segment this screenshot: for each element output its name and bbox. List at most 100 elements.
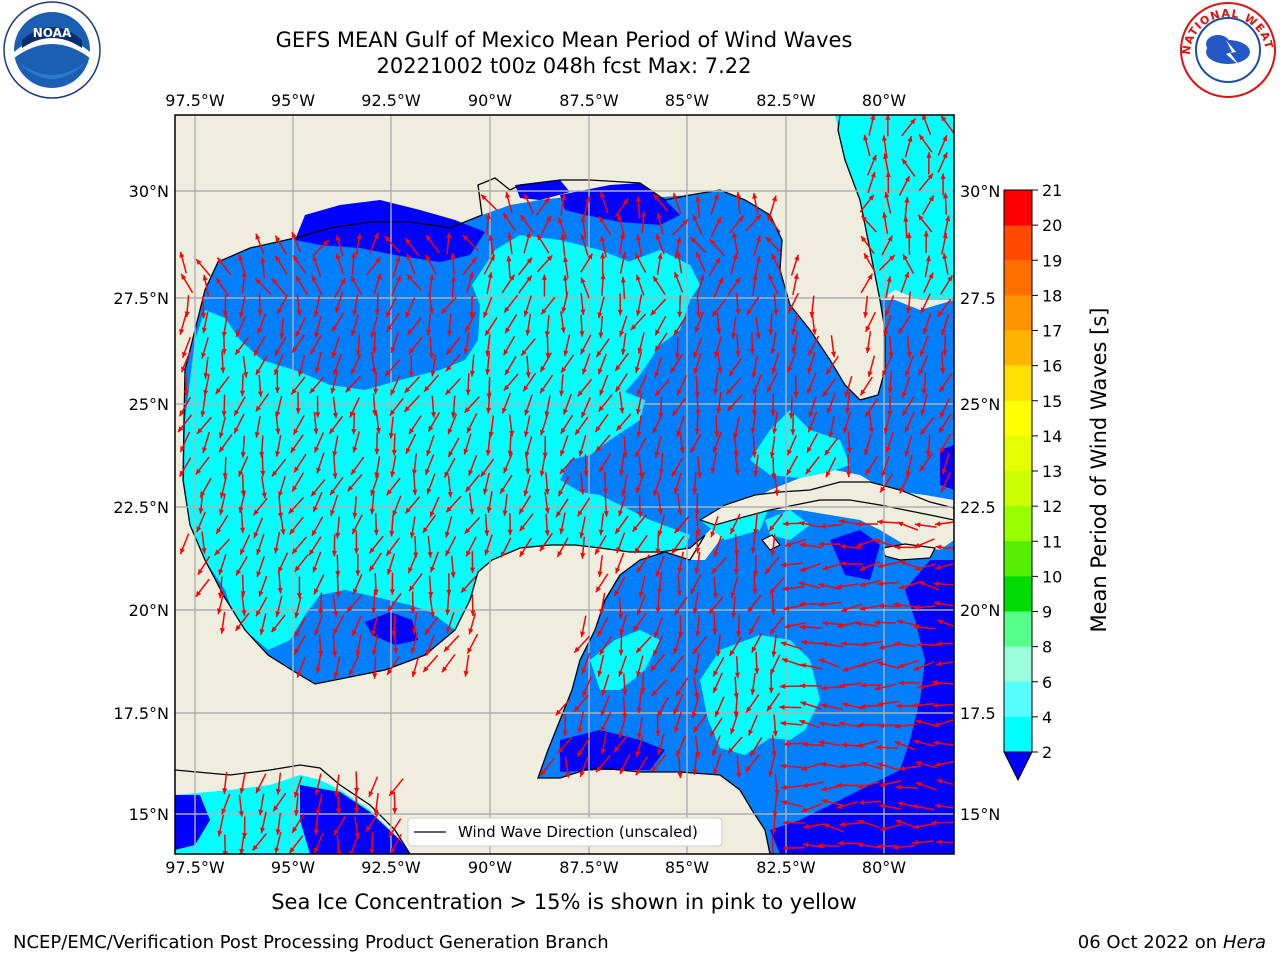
- wave-direction-arrow: [863, 134, 871, 157]
- wave-direction-arrow: [843, 411, 852, 434]
- lon-tick-top: 95°W: [271, 91, 315, 110]
- wave-direction-arrow: [894, 741, 916, 751]
- wave-direction-arrow: [598, 453, 612, 473]
- wave-direction-arrow: [618, 232, 625, 255]
- wave-direction-arrow: [937, 134, 948, 156]
- wave-direction-arrow: [346, 594, 362, 613]
- wave-direction-arrow: [598, 513, 605, 536]
- wave-direction-arrow: [934, 563, 954, 570]
- wave-direction-arrow: [695, 251, 706, 273]
- wave-direction-arrow: [710, 516, 719, 538]
- wave-direction-arrow: [859, 604, 882, 612]
- map-frame: [174, 114, 955, 855]
- wave-direction-arrow: [933, 581, 954, 587]
- wave-direction-arrow: [696, 456, 703, 479]
- wave-direction-arrow: [692, 472, 698, 495]
- wave-direction-arrow: [369, 492, 375, 515]
- wave-direction-arrow: [773, 293, 779, 316]
- wave-direction-arrow: [917, 214, 933, 233]
- wave-direction-arrow: [574, 416, 589, 436]
- wave-direction-arrow: [942, 192, 949, 215]
- wave-direction-arrow: [734, 452, 740, 476]
- wave-direction-arrow: [790, 412, 796, 435]
- wave-direction-arrow: [936, 778, 954, 786]
- wave-direction-arrow: [771, 634, 777, 657]
- wave-direction-arrow: [749, 737, 763, 757]
- wave-direction-arrow: [525, 313, 532, 336]
- wave-direction-arrow: [314, 614, 324, 636]
- wave-direction-arrow: [540, 414, 549, 436]
- wave-direction-arrow: [799, 624, 822, 630]
- wave-direction-arrow: [375, 411, 381, 434]
- wave-direction-arrow: [652, 635, 664, 657]
- wave-direction-arrow: [180, 351, 191, 373]
- wave-direction-arrow: [312, 255, 322, 277]
- wave-direction-arrow: [465, 373, 471, 396]
- wave-direction-arrow: [634, 252, 647, 273]
- wave-direction-arrow: [817, 843, 840, 849]
- wave-direction-arrow: [195, 578, 210, 598]
- noaa-logo: NOAA: [3, 1, 101, 99]
- wave-direction-arrow: [860, 761, 883, 770]
- wave-direction-arrow: [650, 298, 667, 316]
- wave-direction-arrow: [800, 701, 822, 710]
- wave-direction-arrow: [677, 551, 684, 574]
- wave-direction-arrow: [840, 544, 863, 550]
- wave-direction-arrow: [897, 521, 919, 531]
- wave-direction-arrow: [617, 293, 623, 316]
- colorbar-extend-min: [1003, 751, 1033, 782]
- wave-direction-arrow: [178, 457, 192, 477]
- wave-direction-arrow: [631, 514, 648, 533]
- wave-direction-arrow: [752, 374, 763, 395]
- wave-direction-arrow: [901, 376, 911, 399]
- wave-direction-arrow: [818, 740, 841, 746]
- wave-direction-arrow: [931, 680, 954, 686]
- wave-direction-arrow: [939, 397, 951, 419]
- wave-direction-arrow: [408, 573, 423, 592]
- wave-direction-arrow: [673, 596, 688, 616]
- wave-direction-arrow: [314, 773, 322, 796]
- lat-tick-left: 15°N: [129, 805, 169, 824]
- wave-direction-arrow: [883, 315, 892, 337]
- wave-direction-arrow: [715, 634, 722, 657]
- wave-direction-arrow: [504, 314, 518, 334]
- wave-direction-arrow: [941, 453, 950, 475]
- wave-direction-arrow: [711, 735, 721, 757]
- wave-direction-arrow: [881, 135, 888, 158]
- wave-direction-arrow: [783, 741, 806, 747]
- wave-direction-arrow: [599, 592, 606, 615]
- wave-direction-arrow: [673, 711, 682, 733]
- colorbar-tick-label: 20: [1042, 216, 1062, 235]
- wave-direction-arrow: [559, 374, 565, 397]
- wave-direction-arrow: [391, 433, 397, 456]
- wave-direction-arrow: [614, 198, 629, 218]
- wave-direction-arrow: [836, 583, 859, 590]
- wave-direction-arrow: [883, 412, 892, 434]
- wave-direction-arrow: [523, 193, 535, 215]
- period-lt2-north: [295, 200, 485, 262]
- wave-direction-arrow: [178, 396, 192, 417]
- wave-direction-arrow: [200, 296, 207, 319]
- wave-direction-arrow: [255, 773, 267, 794]
- wave-direction-arrow: [295, 317, 307, 338]
- wave-direction-arrow: [335, 792, 342, 815]
- wave-direction-arrow: [672, 192, 682, 215]
- wave-direction-arrow: [318, 592, 324, 615]
- wave-direction-arrow: [694, 493, 700, 516]
- wave-direction-arrow: [488, 234, 495, 257]
- wave-direction-arrow: [838, 721, 861, 728]
- wave-direction-arrow: [351, 514, 363, 535]
- wave-direction-arrow: [408, 415, 422, 435]
- lon-tick-bottom: 87.5°W: [559, 858, 619, 877]
- colorbar-tick-label: 9: [1042, 603, 1052, 622]
- wave-direction-arrow: [218, 553, 227, 576]
- wave-direction-arrow: [428, 336, 435, 359]
- wave-direction-arrow: [387, 593, 402, 612]
- wave-direction-arrow: [857, 722, 880, 728]
- colorbar-tick-label: 8: [1042, 638, 1052, 657]
- wave-direction-arrow: [898, 765, 921, 772]
- wave-direction-arrow: [885, 431, 895, 453]
- wave-direction-arrow: [507, 513, 513, 536]
- wave-direction-arrow: [811, 312, 817, 335]
- colorbar-label: Mean Period of Wind Waves [s]: [1087, 308, 1111, 633]
